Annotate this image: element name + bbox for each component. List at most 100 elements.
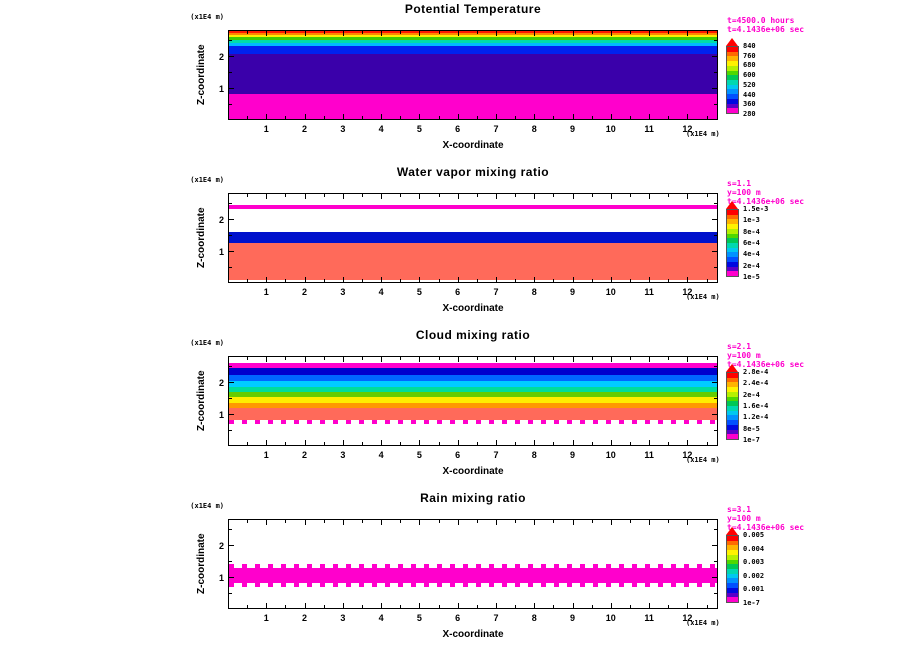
panel-rain-mixing-ratio: Rain mixing ratio (x1E4 m) Z-coordinate 1 2 3… (0, 489, 904, 652)
x-axis-tick (649, 31, 651, 36)
x-axis-tick (323, 31, 325, 34)
x-axis-tick (553, 31, 555, 34)
contour-band (229, 194, 717, 205)
plot-area (228, 356, 718, 446)
x-axis-tick (649, 357, 651, 362)
x-tick-label: 8 (531, 124, 537, 134)
y-tick-label: 2 (218, 214, 224, 225)
x-axis-tick (553, 520, 555, 523)
x-tick-label: 12 (682, 613, 693, 623)
x-axis-tick (342, 277, 344, 282)
annotation-line: s=3.1 (727, 505, 752, 514)
x-axis-tick (629, 605, 631, 608)
colorbar-segment (727, 550, 738, 555)
contour-band (229, 583, 717, 587)
x-axis-tick (400, 605, 402, 608)
x-tick-label: 4 (378, 450, 384, 460)
x-axis-tick (591, 357, 593, 360)
x-axis-tick (572, 194, 574, 199)
x-tick-label: 11 (644, 613, 654, 623)
y-axis-unit: (x1E4 m) (190, 176, 224, 184)
x-axis-tick (572, 31, 574, 36)
y-axis-tick (714, 429, 717, 431)
x-axis-tick (629, 520, 631, 523)
x-axis-tick (381, 277, 383, 282)
y-axis-tick (229, 381, 234, 383)
x-axis-tick (610, 357, 612, 362)
x-axis-tick (668, 31, 670, 34)
colorbar-label: 280 (743, 110, 756, 118)
x-axis-tick (591, 31, 593, 34)
colorbar-label: 8e-5 (743, 424, 760, 433)
contour-band (229, 564, 717, 569)
x-axis-tick (457, 357, 459, 362)
x-axis-tick (419, 194, 421, 199)
x-axis-tick (610, 114, 612, 119)
x-axis-label: X-coordinate (442, 466, 504, 477)
y-axis-tick (712, 576, 717, 578)
y-axis-tick (229, 397, 232, 399)
y-tick-label: 2 (218, 51, 224, 62)
contour-band (229, 46, 717, 55)
x-axis-tick (649, 520, 651, 525)
contour-band (229, 32, 717, 35)
x-axis-tick (495, 194, 497, 199)
y-axis-tick (712, 218, 717, 220)
y-axis-label: Z-coordinate (196, 370, 207, 432)
x-axis-tick (400, 194, 402, 197)
x-axis-tick (668, 116, 670, 119)
colorbar-arrow-icon (726, 364, 738, 372)
y-axis-tick (712, 250, 717, 252)
y-tick-label: 1 (218, 83, 224, 94)
x-axis-tick (285, 357, 287, 360)
colorbar-label: 0.002 (743, 571, 765, 580)
x-axis-tick (534, 277, 536, 282)
x-axis-tick (687, 31, 689, 36)
colorbar-segment (727, 261, 738, 267)
x-axis-tick (687, 603, 689, 608)
x-axis-tick (534, 603, 536, 608)
panel-title: Rain mixing ratio (420, 491, 526, 505)
x-axis-tick (247, 520, 249, 523)
x-axis-tick (515, 357, 517, 360)
colorbar-label: 1e-7 (743, 599, 760, 607)
x-axis-tick (476, 442, 478, 445)
x-tick-label: 7 (493, 124, 499, 134)
colorbar-segment (727, 569, 738, 574)
x-axis-tick (553, 279, 555, 282)
x-tick-label: 1 (263, 287, 269, 297)
colorbar-segment (727, 210, 738, 215)
y-axis-tick (229, 592, 232, 594)
x-axis-tick (495, 114, 497, 119)
contour-band (229, 407, 717, 421)
colorbar-segment (727, 224, 738, 229)
x-axis-tick (629, 194, 631, 197)
x-axis-tick (495, 277, 497, 282)
colorbar-segment (727, 434, 738, 440)
x-axis-tick (304, 277, 306, 282)
x-axis-tick (476, 279, 478, 282)
x-axis-tick (342, 31, 344, 36)
x-axis-tick (476, 116, 478, 119)
x-axis-tick (381, 194, 383, 199)
x-axis-tick (266, 114, 268, 119)
colorbar-segment (727, 252, 738, 258)
x-axis-tick (668, 194, 670, 197)
x-axis-tick (591, 520, 593, 523)
x-axis-tick (591, 116, 593, 119)
x-axis-label: X-coordinate (442, 629, 504, 640)
x-axis-tick (285, 279, 287, 282)
contour-band (229, 231, 717, 244)
x-axis-tick (553, 194, 555, 197)
x-axis-tick (610, 194, 612, 199)
x-axis-tick (515, 520, 517, 523)
x-axis-tick (304, 520, 306, 525)
x-axis-tick (515, 31, 517, 34)
x-tick-label: 12 (682, 450, 693, 460)
y-axis-tick (229, 234, 232, 236)
x-tick-label: 6 (455, 450, 461, 460)
contour-band (229, 31, 717, 33)
x-axis-tick (400, 520, 402, 523)
colorbar-label: 760 (743, 51, 756, 60)
x-tick-label: 6 (455, 124, 461, 134)
